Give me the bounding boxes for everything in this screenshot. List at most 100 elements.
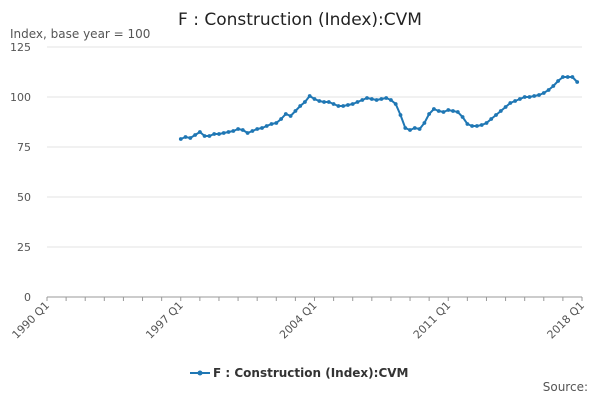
data-point[interactable] <box>217 132 221 136</box>
data-point[interactable] <box>494 113 498 117</box>
data-point[interactable] <box>231 129 236 133</box>
data-point[interactable] <box>408 128 412 132</box>
x-tick-label: 2004 Q1 <box>277 299 320 342</box>
x-tick-label: 1990 Q1 <box>10 299 53 342</box>
data-point[interactable] <box>331 102 336 106</box>
data-point[interactable] <box>465 122 470 126</box>
data-point[interactable] <box>475 124 479 128</box>
data-point[interactable] <box>422 121 427 125</box>
y-tick-label: 50 <box>17 191 31 204</box>
data-point[interactable] <box>255 127 260 131</box>
data-point[interactable] <box>436 109 441 113</box>
data-point[interactable] <box>350 102 355 106</box>
data-point[interactable] <box>527 95 532 99</box>
data-point[interactable] <box>412 126 417 130</box>
data-point[interactable] <box>374 98 379 102</box>
data-point[interactable] <box>379 97 384 101</box>
data-point[interactable] <box>417 127 422 131</box>
data-point[interactable] <box>513 99 517 103</box>
data-point[interactable] <box>484 121 489 125</box>
data-point[interactable] <box>384 96 389 100</box>
data-point[interactable] <box>212 132 217 136</box>
data-point[interactable] <box>260 126 264 130</box>
data-point[interactable] <box>221 131 226 135</box>
data-point[interactable] <box>508 101 513 105</box>
y-tick-label: 100 <box>10 91 31 104</box>
data-point[interactable] <box>250 129 255 133</box>
data-point[interactable] <box>360 98 365 102</box>
data-point[interactable] <box>355 100 360 104</box>
data-point[interactable] <box>207 134 212 138</box>
data-point[interactable] <box>193 133 198 137</box>
data-point[interactable] <box>460 115 465 119</box>
data-point[interactable] <box>293 109 298 113</box>
data-point[interactable] <box>346 103 350 107</box>
y-tick-label: 25 <box>17 241 31 254</box>
data-point[interactable] <box>245 131 250 135</box>
data-point[interactable] <box>575 80 580 84</box>
data-point[interactable] <box>503 105 508 109</box>
data-point[interactable] <box>551 84 556 88</box>
data-point[interactable] <box>188 136 193 140</box>
data-point[interactable] <box>427 112 431 116</box>
data-point[interactable] <box>202 134 207 138</box>
y-axis-label: Index, base year = 100 <box>10 27 150 41</box>
data-point[interactable] <box>518 97 522 101</box>
data-point[interactable] <box>240 128 245 132</box>
x-tick-label: 2011 Q1 <box>411 299 454 342</box>
data-point[interactable] <box>183 135 188 139</box>
data-point[interactable] <box>365 96 369 100</box>
data-point[interactable] <box>565 75 570 79</box>
data-point[interactable] <box>455 110 460 114</box>
data-point[interactable] <box>303 100 307 104</box>
data-point[interactable] <box>341 104 346 108</box>
data-point[interactable] <box>441 110 446 114</box>
data-point[interactable] <box>470 124 474 128</box>
data-point[interactable] <box>264 124 269 128</box>
data-point[interactable] <box>336 104 341 108</box>
data-point[interactable] <box>178 137 183 141</box>
y-tick-label: 0 <box>24 291 31 304</box>
data-point[interactable] <box>274 121 279 125</box>
gridlines <box>46 46 583 301</box>
data-point[interactable] <box>393 102 398 106</box>
data-point[interactable] <box>389 98 393 102</box>
data-point[interactable] <box>269 122 274 126</box>
data-point[interactable] <box>283 112 288 116</box>
data-point[interactable] <box>398 113 403 117</box>
x-tick-labels: 1990 Q1 1997 Q1 2004 Q1 2011 Q1 2018 Q1 <box>10 299 588 342</box>
data-point[interactable] <box>446 108 451 112</box>
x-tick-label: 2018 Q1 <box>545 299 588 342</box>
data-point[interactable] <box>489 117 494 121</box>
data-point[interactable] <box>307 94 312 98</box>
data-point[interactable] <box>312 97 317 101</box>
data-point[interactable] <box>279 117 283 121</box>
data-point[interactable] <box>556 79 560 83</box>
source-label: Source: <box>542 380 588 394</box>
series-line <box>180 76 578 140</box>
data-point[interactable] <box>298 104 303 108</box>
data-point[interactable] <box>561 75 565 79</box>
data-point[interactable] <box>546 88 551 92</box>
data-point[interactable] <box>479 123 484 127</box>
data-point[interactable] <box>369 97 374 101</box>
data-point[interactable] <box>198 130 202 134</box>
data-point[interactable] <box>226 130 231 134</box>
data-point[interactable] <box>236 127 241 131</box>
series-layer <box>178 75 580 141</box>
data-point[interactable] <box>451 109 455 113</box>
data-point[interactable] <box>522 95 527 99</box>
data-point[interactable] <box>570 75 575 79</box>
data-point[interactable] <box>432 107 436 111</box>
data-point[interactable] <box>326 100 331 104</box>
data-point[interactable] <box>537 93 541 97</box>
legend[interactable]: F : Construction (Index):CVM <box>190 366 409 380</box>
data-point[interactable] <box>541 91 546 95</box>
data-point[interactable] <box>532 94 537 98</box>
data-point[interactable] <box>498 109 503 113</box>
data-point[interactable] <box>322 100 326 104</box>
data-point[interactable] <box>317 99 322 103</box>
data-point[interactable] <box>288 114 293 118</box>
data-point[interactable] <box>403 126 408 130</box>
